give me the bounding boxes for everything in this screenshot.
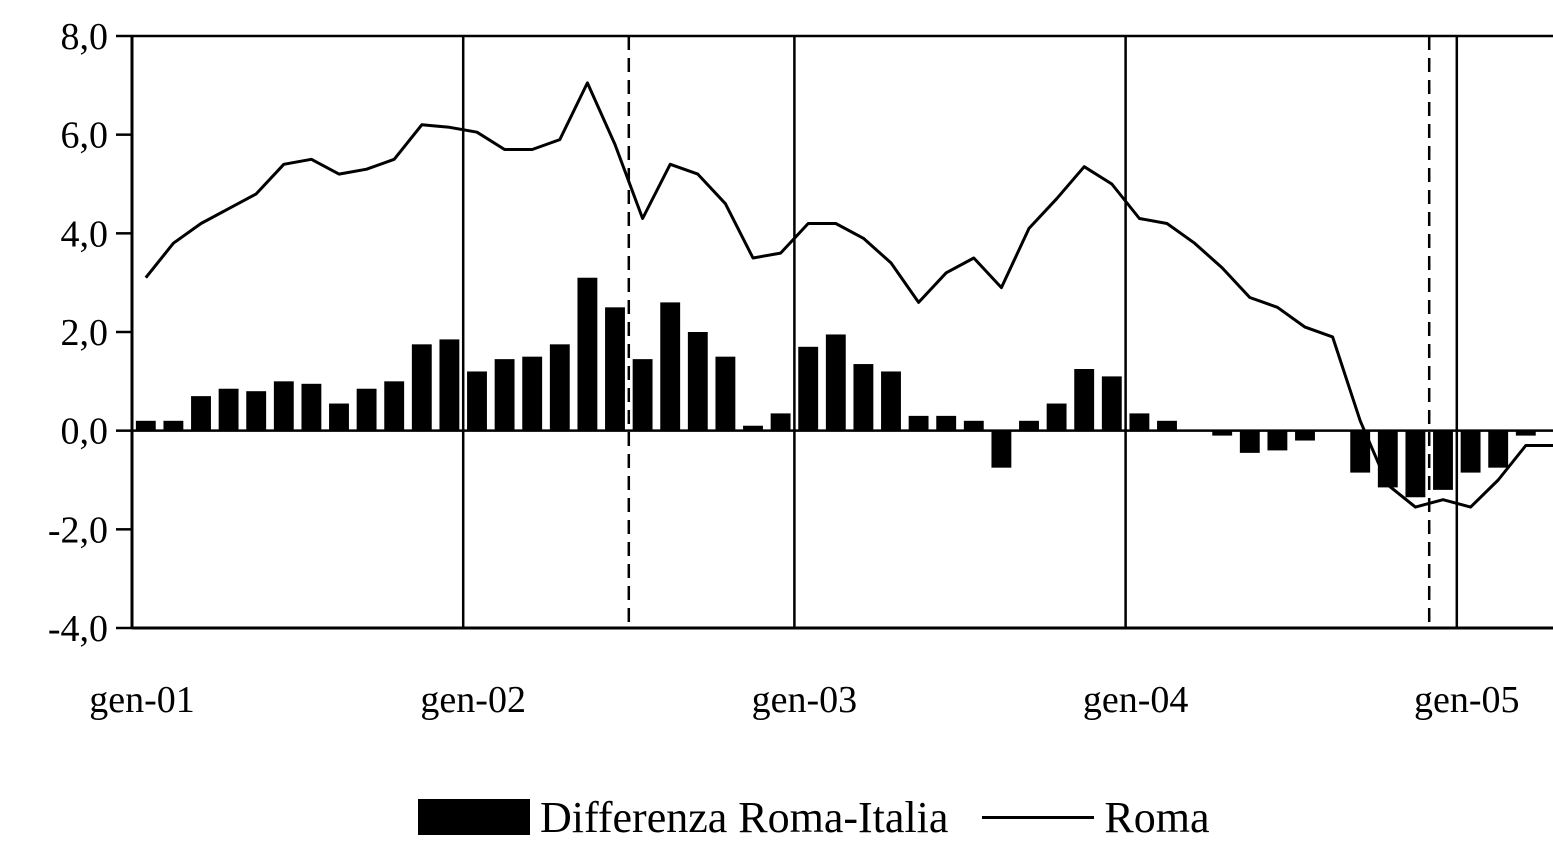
line-roma (144, 81, 1553, 509)
bar-6 (301, 383, 322, 431)
bar-15 (549, 344, 570, 431)
bar-47 (1433, 430, 1453, 490)
bar-46 (1405, 430, 1426, 498)
bar-44 (1350, 430, 1371, 473)
vertical-lines (461, 36, 1459, 628)
bar-22 (743, 425, 763, 431)
bar-5 (273, 381, 294, 431)
bar-7 (329, 403, 349, 431)
bar-49 (1488, 430, 1509, 468)
bar-14 (522, 356, 543, 431)
bar-31 (991, 430, 1012, 468)
bar-30 (963, 420, 984, 431)
legend-swatch-line (982, 815, 1095, 819)
line-series (144, 81, 1553, 509)
bar-42 (1295, 430, 1315, 441)
y-tick-label-5: -2,0 (48, 509, 108, 551)
bar-8 (356, 388, 377, 431)
bar-4 (246, 391, 267, 431)
bar-18 (632, 359, 653, 431)
bar-9 (384, 381, 405, 431)
bar-0 (135, 420, 156, 431)
bar-12 (467, 371, 487, 431)
x-tick-label-4: gen-05 (1414, 679, 1520, 721)
bar-50 (1515, 430, 1536, 436)
bar-23 (770, 413, 791, 431)
bar-34 (1074, 369, 1095, 431)
bar-16 (577, 277, 598, 431)
legend-label-line: Roma (1104, 792, 1210, 842)
bar-35 (1101, 376, 1122, 431)
y-tick-label-6: -4,0 (48, 608, 108, 650)
x-tick-label-2: gen-03 (752, 679, 858, 721)
bar-2 (191, 396, 211, 431)
bar-1 (163, 420, 184, 431)
bar-3 (218, 388, 239, 431)
bar-33 (1046, 403, 1067, 431)
bar-45 (1377, 430, 1398, 488)
legend: Differenza Roma-Italia Roma (418, 792, 1210, 842)
tick-labels: 8,0 6,0 4,0 2,0 0,0 -2,0 -4,0 gen-01 gen-02 gen-0… (48, 16, 1520, 721)
bar-13 (494, 359, 515, 431)
bar-17 (605, 307, 625, 431)
x-tick-label-1: gen-02 (420, 679, 526, 721)
bar-40 (1239, 430, 1260, 453)
bar-39 (1212, 430, 1233, 436)
y-tick-label-2: 4,0 (61, 213, 109, 255)
legend-label-bars: Differenza Roma-Italia (540, 792, 949, 842)
legend-swatch-bars (418, 799, 530, 835)
bar-28 (908, 415, 929, 431)
axes (116, 34, 1553, 630)
y-tick-label-3: 2,0 (61, 312, 109, 354)
bars-series (135, 277, 1536, 498)
bar-19 (660, 302, 681, 431)
bar-10 (411, 344, 432, 431)
bar-20 (687, 332, 708, 431)
bar-48 (1460, 430, 1481, 473)
bar-36 (1129, 413, 1150, 431)
x-tick-label-3: gen-04 (1083, 679, 1189, 721)
bar-25 (825, 334, 846, 431)
bar-29 (936, 415, 957, 431)
bar-32 (1019, 420, 1039, 431)
bar-11 (439, 339, 460, 431)
y-tick-label-4: 0,0 (61, 411, 109, 453)
bar-26 (853, 364, 874, 431)
x-tick-label-0: gen-01 (89, 679, 195, 721)
bar-37 (1157, 420, 1177, 431)
bar-41 (1267, 430, 1288, 451)
bar-27 (881, 371, 901, 431)
bar-24 (798, 346, 819, 431)
bar-21 (715, 356, 736, 431)
y-tick-label-1: 6,0 (61, 115, 109, 157)
y-tick-label-0: 8,0 (61, 16, 109, 58)
